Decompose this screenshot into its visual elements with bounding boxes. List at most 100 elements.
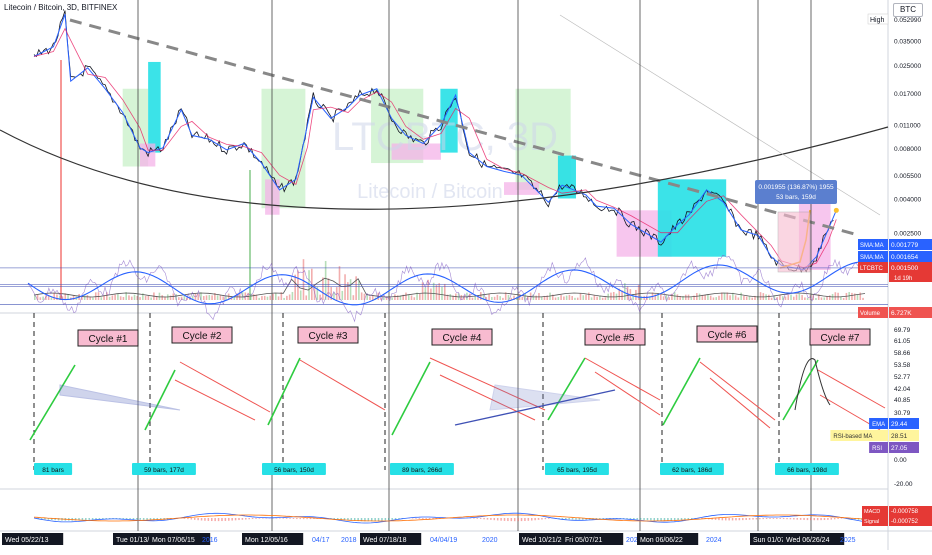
macd-histogram-bar — [504, 518, 506, 521]
rsi-tag-name: EMA — [872, 422, 885, 428]
volume-bar — [322, 277, 324, 300]
price-tag-value: 0.001500 — [891, 265, 918, 272]
volume-bar — [771, 298, 773, 300]
time-axis-label: Mon 06/06/22 — [640, 537, 683, 544]
macd-histogram-bar — [521, 518, 523, 521]
macd-histogram-bar — [490, 518, 492, 520]
macd-histogram-bar — [745, 518, 747, 520]
volume-bar — [361, 292, 363, 300]
volume-bar — [721, 292, 723, 300]
volume-bar — [386, 297, 388, 300]
bars-label-text: 62 bars, 186d — [672, 467, 712, 474]
volume-bar — [497, 295, 499, 300]
macd-histogram-bar — [140, 518, 142, 520]
volume-bar — [87, 295, 89, 300]
macd-histogram-bar — [824, 518, 826, 520]
cycle-label-text: Cycle #7 — [821, 333, 860, 344]
macd-histogram-bar — [739, 518, 741, 520]
macd-histogram-bar — [422, 518, 424, 519]
macd-histogram-bar — [480, 518, 482, 519]
rsi-tick-label: 52.77 — [894, 374, 911, 381]
macd-histogram-bar — [197, 518, 199, 520]
rsi-tag-value: 27.05 — [891, 445, 908, 452]
volume-bar — [120, 296, 122, 300]
macd-histogram-bar — [766, 518, 768, 519]
macd-histogram-bar — [776, 518, 778, 519]
macd-histogram-bar — [391, 518, 393, 520]
macd-histogram-bar — [412, 518, 414, 519]
macd-histogram-bar — [306, 518, 308, 519]
volume-bar — [358, 281, 360, 300]
volume-bar — [522, 297, 524, 300]
macd-histogram-bar — [528, 518, 530, 521]
volume-bar — [292, 292, 294, 300]
macd-histogram-bar — [425, 518, 427, 519]
macd-histogram-bar — [146, 518, 148, 520]
watermark-name: Litecoin / Bitcoin — [357, 181, 503, 203]
volume-bar — [123, 297, 125, 300]
volume-bar — [300, 290, 302, 300]
macd-histogram-bar — [286, 518, 288, 519]
currency-button[interactable]: BTC — [893, 3, 923, 17]
volume-bar — [450, 294, 452, 300]
volume-bar — [843, 298, 845, 300]
volume-bar — [502, 298, 504, 300]
time-axis-label: 2024 — [706, 537, 722, 544]
macd-tag-name: Signal — [864, 519, 879, 525]
macd-histogram-bar — [92, 518, 94, 520]
time-axis-label: 2025 — [840, 537, 856, 544]
macd-histogram-bar — [725, 518, 727, 520]
macd-histogram-bar — [568, 518, 570, 519]
time-axis-label: Mon 12/05/16 — [245, 537, 288, 544]
volume-bar — [807, 298, 809, 300]
macd-histogram-bar — [749, 518, 751, 520]
macd-histogram-bar — [650, 518, 652, 520]
volume-bar — [436, 285, 438, 300]
volume-bar — [499, 296, 501, 300]
symbol-title: Litecoin / Bitcoin, 3D, BITFINEX — [4, 3, 117, 12]
volume-bar — [699, 294, 701, 300]
price-tag-name: SMA:MA — [860, 243, 884, 249]
volume-bar — [494, 297, 496, 300]
macd-histogram-bar — [640, 518, 642, 520]
macd-histogram-bar — [837, 518, 839, 519]
macd-tag-value: -0.000752 — [891, 519, 919, 525]
macd-histogram-bar — [395, 518, 397, 519]
macd-histogram-bar — [548, 518, 550, 519]
volume-bar — [582, 295, 584, 300]
macd-histogram-bar — [654, 518, 656, 521]
time-axis-label: 04/04/19 — [430, 537, 457, 544]
volume-bar — [289, 294, 291, 300]
rsi-tag-name: RSI — [872, 446, 882, 452]
volume-bar — [577, 298, 579, 300]
cycle-label-text: Cycle #1 — [89, 334, 128, 345]
rsi-tick-label: 30.79 — [894, 410, 911, 417]
volume-bar — [685, 295, 687, 300]
volume-bar — [53, 293, 55, 300]
volume-bar — [588, 293, 590, 300]
volume-bar — [821, 297, 823, 300]
macd-histogram-bar — [303, 518, 305, 519]
bars-label-text: 89 bars, 266d — [402, 467, 442, 474]
volume-bar — [857, 295, 859, 300]
time-axis-label: 2020 — [482, 537, 498, 544]
macd-histogram-bar — [637, 518, 639, 519]
macd-histogram-bar — [735, 518, 737, 520]
macd-histogram-bar — [136, 518, 138, 520]
macd-histogram-bar — [194, 518, 196, 520]
volume-bar — [305, 295, 307, 300]
volume-bar — [751, 298, 753, 300]
macd-histogram-bar — [95, 518, 97, 519]
price-tick-label: 0.017000 — [894, 91, 921, 98]
volume-bar — [563, 296, 565, 300]
time-axis-label: 04/17 — [312, 537, 330, 544]
volume-bar — [829, 295, 831, 300]
macd-histogram-bar — [500, 518, 502, 521]
volume-bar — [660, 294, 662, 300]
macd-histogram-bar — [385, 518, 387, 520]
macd-histogram-bar — [647, 518, 649, 520]
macd-histogram-bar — [242, 518, 244, 520]
macd-histogram-bar — [415, 518, 417, 519]
volume-bar — [787, 295, 789, 300]
